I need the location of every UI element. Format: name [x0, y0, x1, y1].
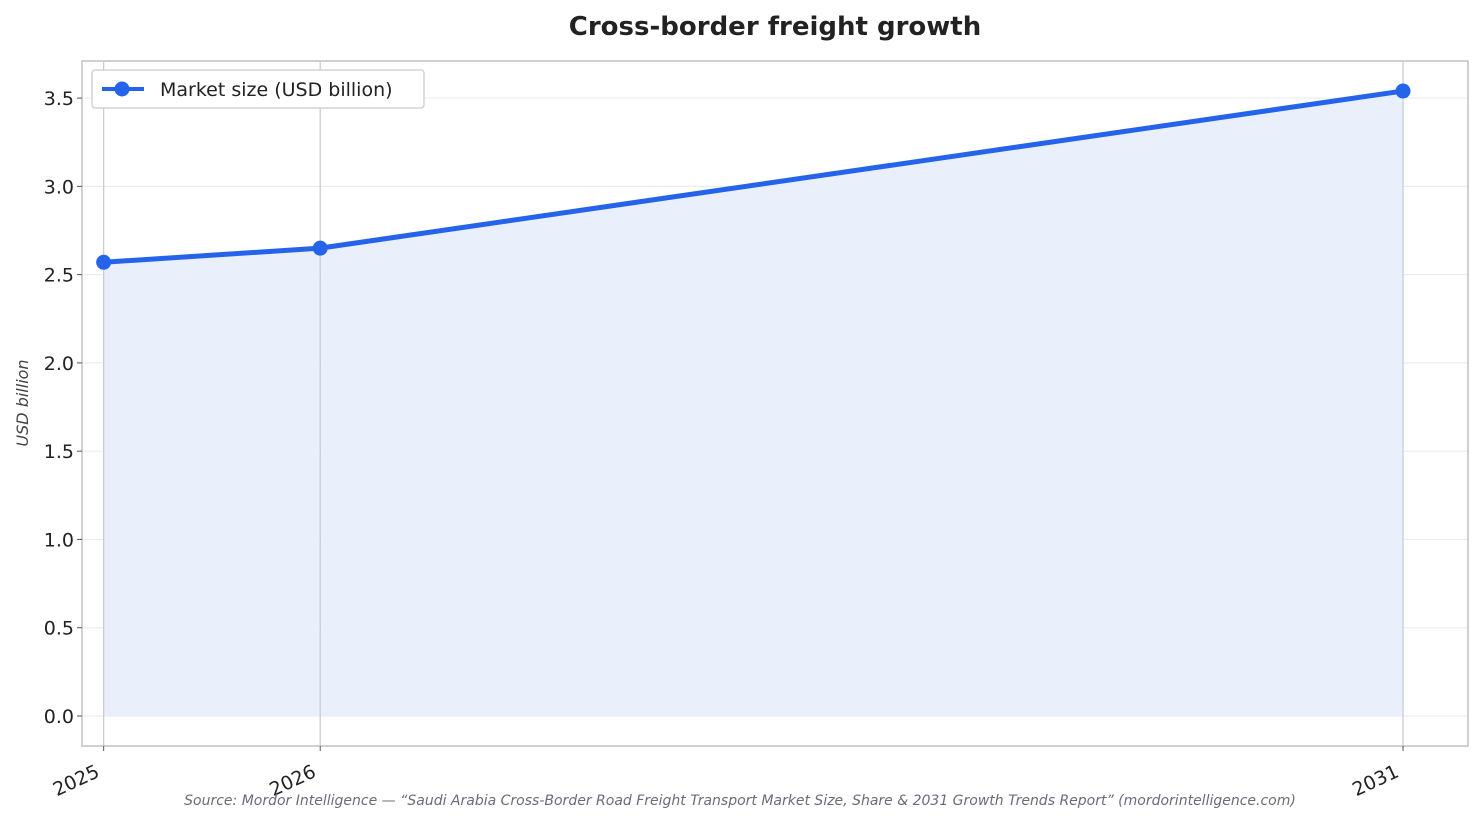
x-tick-label: 2031: [1349, 761, 1402, 801]
y-tick-label: 3.5: [44, 88, 74, 110]
y-tick-label: 2.5: [44, 265, 74, 287]
legend-marker-swatch: [114, 81, 130, 97]
y-axis-label: USD billion: [13, 359, 32, 446]
y-tick-label: 3.0: [44, 176, 74, 198]
y-axis-ticks: 0.0 0.5 1.0 1.5 2.0 2.5 3.0 3.5: [44, 88, 82, 728]
y-tick-label: 0.5: [44, 618, 74, 640]
series-points: [96, 83, 1411, 270]
plot-frame: [81, 60, 1469, 747]
area-fill: [103, 91, 1404, 716]
legend-label: Market size (USD billion): [160, 79, 393, 101]
data-point: [312, 240, 328, 256]
y-tick-label: 0.0: [44, 706, 74, 728]
area-polygon: [103, 91, 1404, 716]
legend-box: [91, 69, 425, 109]
data-point: [96, 254, 112, 270]
source-note: Source: Mordor Intelligence — “Saudi Ara…: [184, 793, 1296, 809]
y-tick-label: 1.0: [44, 529, 74, 551]
x-tick-label: 2025: [50, 761, 103, 801]
y-tick-label: 1.5: [44, 441, 74, 463]
legend[interactable]: Market size (USD billion): [91, 69, 425, 109]
chart-title: Cross-border freight growth: [569, 12, 981, 42]
x-gridlines: [103, 61, 1404, 746]
y-tick-label: 2.0: [44, 353, 74, 375]
data-point: [1395, 83, 1411, 99]
